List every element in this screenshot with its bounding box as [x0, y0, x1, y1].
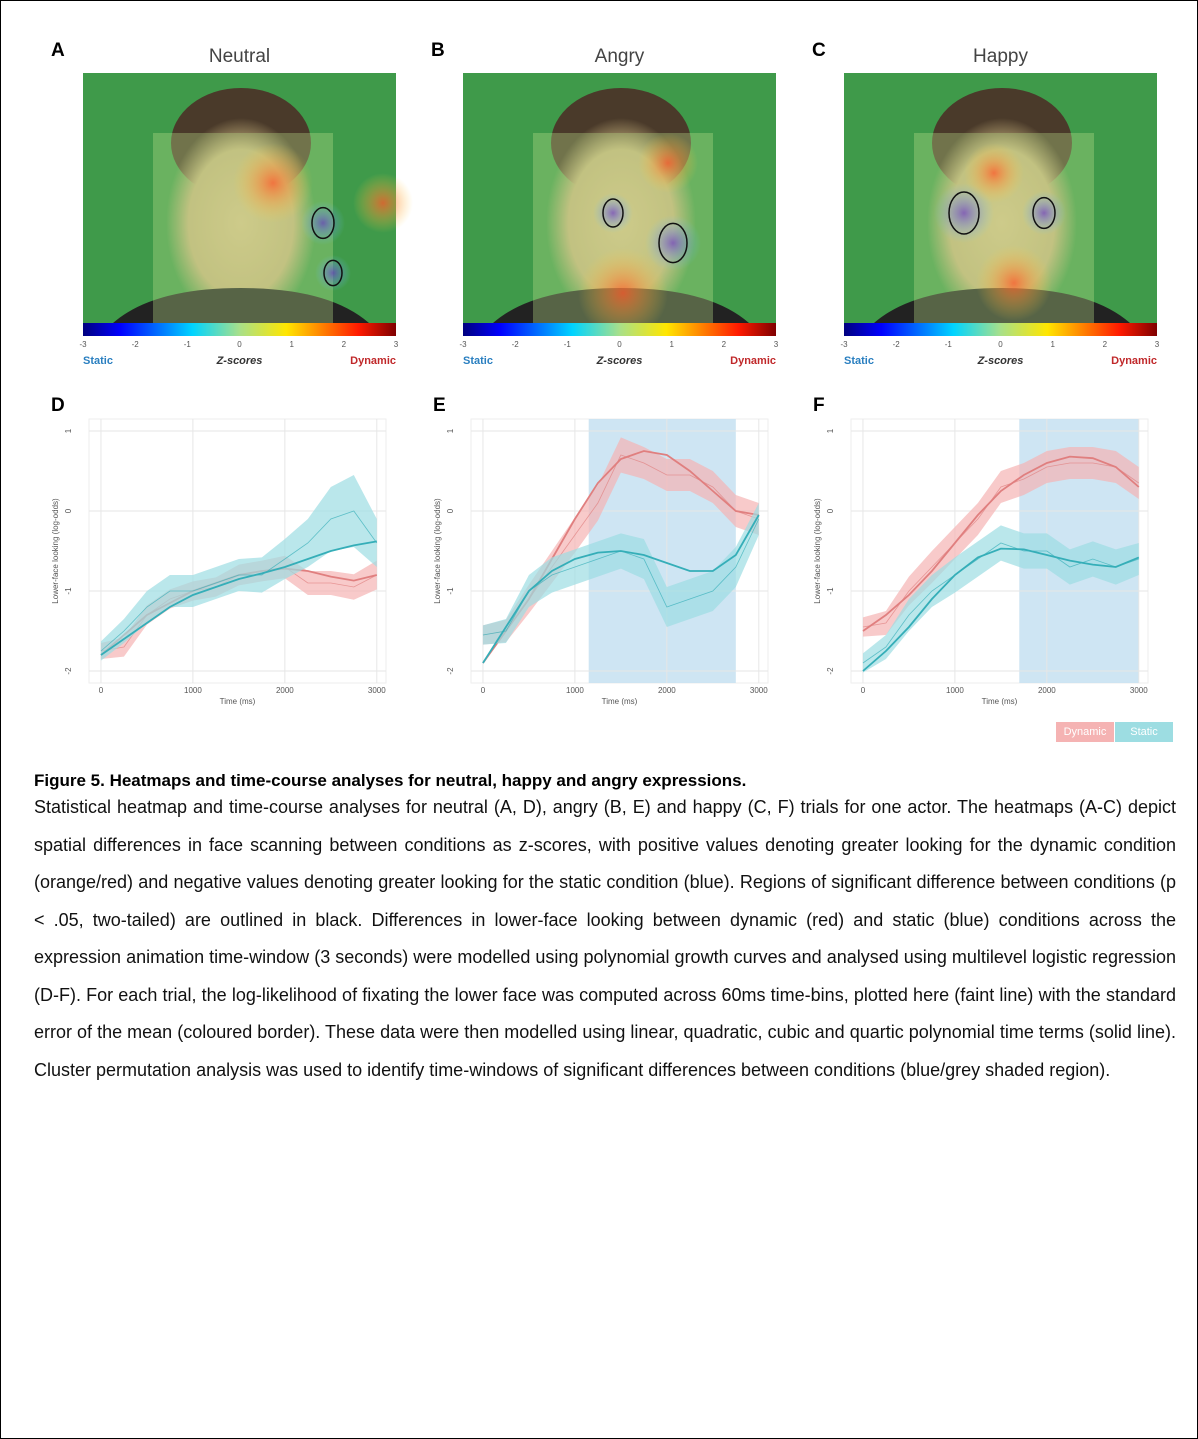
colorbar-tick-label: -3	[459, 340, 467, 349]
y-tick-label: 1	[446, 428, 455, 433]
x-tick-label: 2000	[1038, 686, 1056, 695]
colorbar-center-label: Z-scores	[596, 355, 643, 367]
y-axis-label: Lower-face looking (log-odds)	[433, 498, 442, 604]
colorbar	[463, 323, 776, 336]
panel-letter: B	[431, 40, 445, 61]
y-tick-label: 1	[64, 428, 73, 433]
colorbar-dynamic-label: Dynamic	[730, 355, 776, 367]
heatmap-blob	[353, 173, 413, 233]
x-tick-label: 0	[861, 686, 866, 695]
colorbar-tick-label: -1	[564, 340, 572, 349]
colorbar-tick-label: -2	[132, 340, 140, 349]
colorbar-center-label: Z-scores	[216, 355, 263, 367]
x-tick-label: 2000	[658, 686, 676, 695]
y-tick-label: -2	[64, 667, 73, 675]
colorbar-tick-label: -3	[79, 340, 87, 349]
x-axis-label: Time (ms)	[982, 697, 1018, 706]
colorbar	[83, 323, 396, 336]
panel-letter: F	[813, 395, 825, 416]
plot-area	[89, 419, 386, 683]
colorbar-dynamic-label: Dynamic	[1111, 355, 1157, 367]
x-tick-label: 3000	[750, 686, 768, 695]
heatmap-blob	[638, 133, 698, 193]
y-tick-label: -1	[64, 587, 73, 595]
y-tick-label: 0	[826, 508, 835, 513]
y-axis-label: Lower-face looking (log-odds)	[813, 498, 822, 604]
colorbar-tick-label: -2	[512, 340, 520, 349]
colorbar-tick-label: -1	[184, 340, 192, 349]
heatmap-blob	[233, 143, 313, 223]
colorbar-tick-label: 0	[237, 340, 242, 349]
colorbar-tick-label: 3	[394, 340, 399, 349]
legend-label: Dynamic	[1064, 726, 1107, 738]
legend-label: Static	[1130, 726, 1158, 738]
x-tick-label: 2000	[276, 686, 294, 695]
panel-letter: C	[812, 40, 826, 61]
panel-title: Angry	[595, 46, 645, 67]
y-tick-label: 1	[826, 428, 835, 433]
x-axis-label: Time (ms)	[220, 697, 256, 706]
x-tick-label: 0	[481, 686, 486, 695]
colorbar-tick-label: 1	[1050, 340, 1055, 349]
colorbar-tick-label: 0	[998, 340, 1003, 349]
colorbar-tick-label: -1	[945, 340, 953, 349]
x-tick-label: 3000	[1130, 686, 1148, 695]
y-tick-label: -2	[446, 667, 455, 675]
colorbar-tick-label: 3	[774, 340, 779, 349]
x-tick-label: 3000	[368, 686, 386, 695]
colorbar	[844, 323, 1157, 336]
colorbar-static-label: Static	[844, 355, 874, 367]
x-tick-label: 0	[99, 686, 104, 695]
colorbar-tick-label: 2	[722, 340, 727, 349]
colorbar-tick-label: 2	[342, 340, 347, 349]
x-tick-label: 1000	[184, 686, 202, 695]
y-tick-label: 0	[64, 508, 73, 513]
y-tick-label: -2	[826, 667, 835, 675]
colorbar-tick-label: 2	[1103, 340, 1108, 349]
figure-page: A Neutral -3 -2 -1 0 1 2 3 Static Z-scores Dynamic B…	[0, 0, 1198, 1439]
y-axis-label: Lower-face looking (log-odds)	[51, 498, 60, 604]
caption-body: Statistical heatmap and time-course anal…	[34, 789, 1176, 1089]
panel-letter: D	[51, 395, 65, 416]
x-tick-label: 1000	[946, 686, 964, 695]
y-tick-label: -1	[446, 587, 455, 595]
heatmap-blob	[964, 143, 1024, 203]
colorbar-tick-label: -2	[893, 340, 901, 349]
x-axis-label: Time (ms)	[602, 697, 638, 706]
caption-title: Figure 5. Heatmaps and time-course analy…	[34, 771, 746, 791]
colorbar-static-label: Static	[463, 355, 493, 367]
colorbar-tick-label: 0	[617, 340, 622, 349]
colorbar-tick-label: -3	[840, 340, 848, 349]
colorbar-tick-label: 3	[1155, 340, 1160, 349]
y-tick-label: -1	[826, 587, 835, 595]
x-tick-label: 1000	[566, 686, 584, 695]
panel-letter: A	[51, 40, 65, 61]
panel-letter: E	[433, 395, 446, 416]
panel-title: Happy	[973, 46, 1028, 67]
colorbar-tick-label: 1	[669, 340, 674, 349]
panel-title: Neutral	[209, 46, 270, 67]
colorbar-tick-label: 1	[289, 340, 294, 349]
colorbar-dynamic-label: Dynamic	[350, 355, 396, 367]
colorbar-center-label: Z-scores	[977, 355, 1024, 367]
heatmap-blob	[976, 245, 1052, 321]
figure: A Neutral -3 -2 -1 0 1 2 3 Static Z-scores Dynamic B…	[1, 1, 1197, 761]
colorbar-static-label: Static	[83, 355, 113, 367]
y-tick-label: 0	[446, 508, 455, 513]
